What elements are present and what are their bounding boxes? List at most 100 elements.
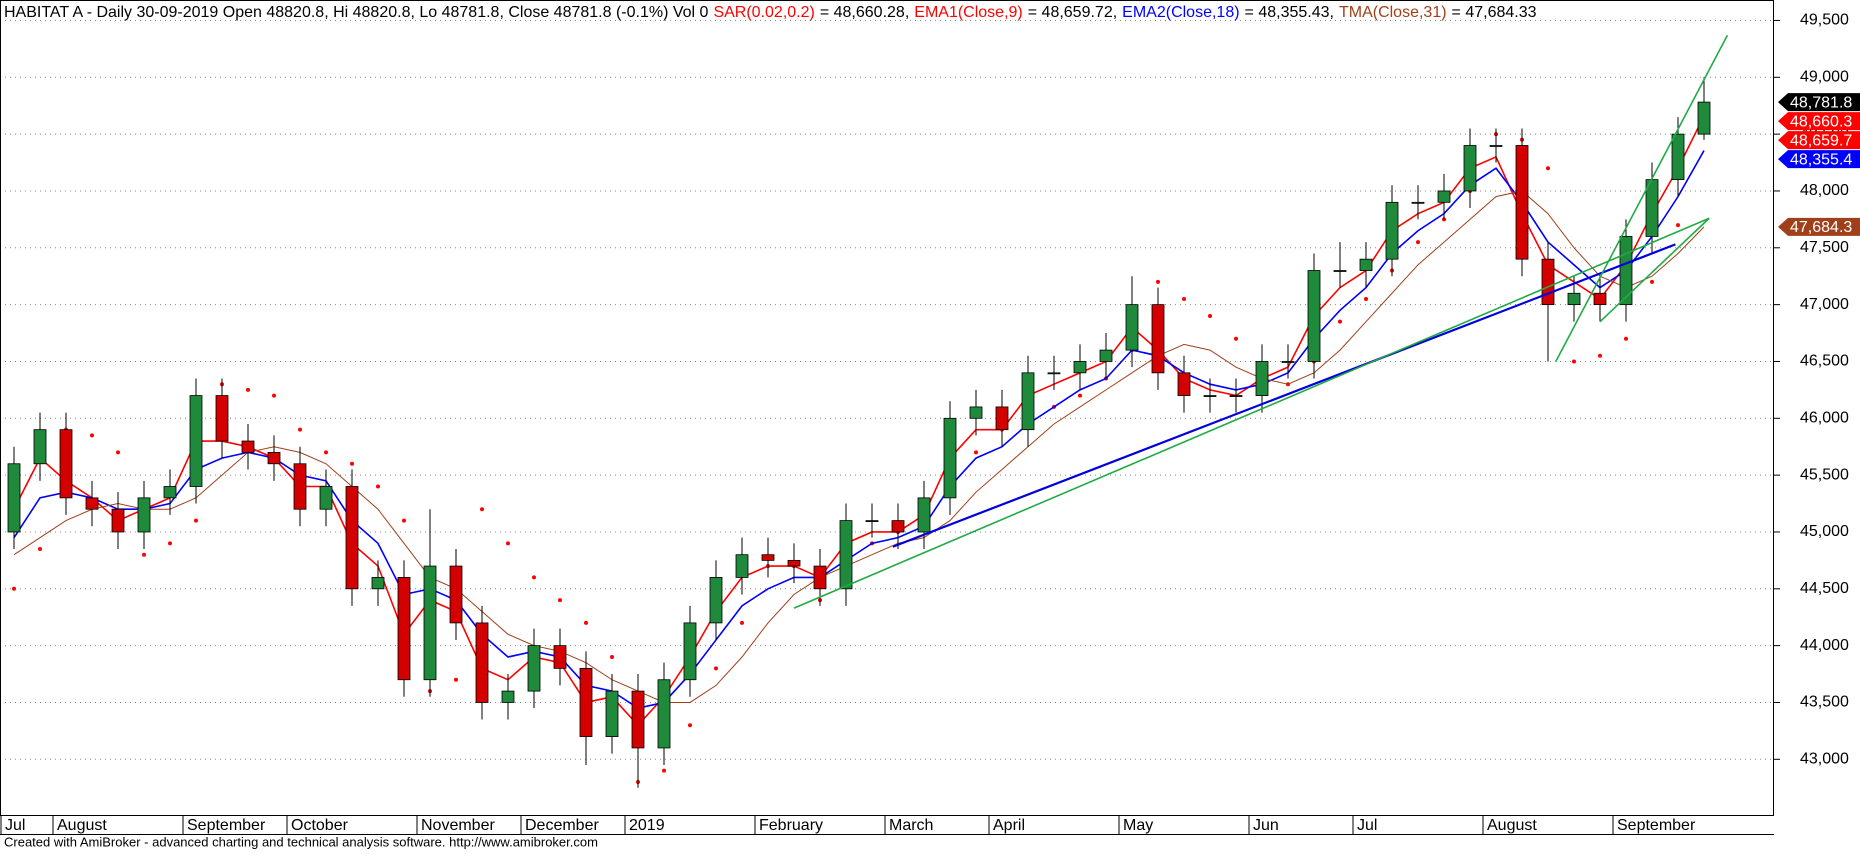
sar-dot xyxy=(1078,393,1082,398)
y-tick-label: 44,000 xyxy=(1800,637,1849,654)
x-tick-label: Jul xyxy=(5,817,25,834)
candle-body xyxy=(137,497,151,533)
candle-body xyxy=(527,645,541,692)
sar-dot xyxy=(194,518,198,523)
y-tick-label: 49,000 xyxy=(1800,69,1849,86)
sar-dot xyxy=(324,450,328,455)
candle-body xyxy=(1281,361,1295,363)
x-tick-label: Jul xyxy=(1357,817,1377,834)
sar-dot xyxy=(740,620,744,625)
candle-body xyxy=(1073,361,1087,374)
price-tag xyxy=(1778,112,1860,131)
candle-body xyxy=(1619,236,1633,306)
header-indicator-value: = 48,355.43, xyxy=(1245,4,1334,21)
price-tag-label: 48,355.4 xyxy=(1790,151,1852,168)
x-tick-label: November xyxy=(421,817,495,834)
candle-body xyxy=(1593,292,1607,306)
trendline xyxy=(1599,217,1710,323)
candle-body xyxy=(1177,372,1191,396)
candle-body xyxy=(657,679,671,749)
candle-body xyxy=(33,429,47,465)
header-indicator-name: TMA(Close,31) xyxy=(1339,4,1447,21)
candle-body xyxy=(423,565,437,681)
candle-body xyxy=(7,463,21,533)
y-tick-label: 46,000 xyxy=(1800,410,1849,427)
sar-dot xyxy=(38,547,42,552)
candle-body xyxy=(241,440,255,453)
trendlines xyxy=(793,34,1729,609)
candle-body xyxy=(891,520,905,533)
sar-dot xyxy=(1546,166,1550,171)
sar-dot xyxy=(1676,223,1680,228)
candle-body xyxy=(1437,190,1451,203)
candle-body xyxy=(969,406,983,419)
candle-body xyxy=(1463,145,1477,192)
candle-body xyxy=(917,497,931,533)
candle-body xyxy=(215,395,229,442)
x-tick-label: August xyxy=(1487,817,1537,834)
y-tick-label: 43,500 xyxy=(1800,694,1849,711)
x-tick-label: Jun xyxy=(1253,817,1279,834)
candle-body xyxy=(1047,372,1061,375)
sar-dot xyxy=(1650,279,1654,284)
header-indicator-name: EMA1(Close,9) xyxy=(914,4,1022,21)
candle-body xyxy=(1515,145,1529,260)
candle-body xyxy=(943,417,957,499)
header-indicator-name: SAR(0.02,0.2) xyxy=(713,4,814,21)
candle-body xyxy=(85,497,99,510)
y-tick-label: 45,000 xyxy=(1800,523,1849,540)
indicator-line xyxy=(13,190,1705,703)
candle-body xyxy=(553,645,567,669)
sar-dot xyxy=(1208,313,1212,318)
sar-dot xyxy=(402,518,406,523)
candle-body xyxy=(683,622,697,681)
candle-body xyxy=(111,508,125,533)
y-tick-label: 48,000 xyxy=(1800,182,1849,199)
y-tick-label: 43,000 xyxy=(1800,751,1849,768)
sar-dot xyxy=(1338,319,1342,324)
candle-body xyxy=(1333,270,1347,272)
candle-body xyxy=(605,690,619,737)
sar-dot xyxy=(1364,296,1368,301)
candle-body xyxy=(709,577,723,624)
candle-body xyxy=(761,554,775,561)
x-tick-label: April xyxy=(993,817,1025,834)
sar-dot xyxy=(1572,359,1576,364)
x-tick-label: August xyxy=(57,817,107,834)
sar-dot xyxy=(1182,296,1186,301)
candle-body xyxy=(501,690,515,703)
x-tick-label: May xyxy=(1123,817,1153,834)
candle-body xyxy=(1255,361,1269,396)
sar-dot xyxy=(168,541,172,546)
candle-body xyxy=(865,520,879,522)
price-tag xyxy=(1778,93,1860,112)
sar-dot xyxy=(1624,336,1628,341)
plot-border xyxy=(0,0,1774,816)
sar-dot xyxy=(272,393,276,398)
y-tick-label: 44,500 xyxy=(1800,580,1849,597)
candle-body xyxy=(1489,145,1503,147)
candle-body xyxy=(1307,270,1321,362)
sar-dot xyxy=(12,586,16,591)
candle-body xyxy=(319,486,333,510)
candle-body xyxy=(1125,304,1139,351)
sar-dot xyxy=(584,620,588,625)
y-tick-label: 46,500 xyxy=(1800,353,1849,370)
x-tick-label: October xyxy=(291,817,349,834)
price-tag-label: 48,659.7 xyxy=(1790,132,1852,149)
y-tick-label: 45,500 xyxy=(1800,466,1849,483)
candle-body xyxy=(345,486,359,590)
candle-body xyxy=(995,406,1009,431)
footer: Created with AmiBroker - advanced charti… xyxy=(4,834,598,849)
chart-header: HABITAT A - Daily 30-09-2019 Open 48820.… xyxy=(4,4,1537,21)
sar-dot xyxy=(480,507,484,512)
x-tick-label: February xyxy=(759,817,823,834)
trendline xyxy=(1555,34,1729,362)
candle-body xyxy=(1203,395,1217,397)
sar-dot xyxy=(1598,353,1602,358)
sar-dot xyxy=(1234,336,1238,341)
sar-dot xyxy=(532,575,536,580)
x-tick-label: September xyxy=(187,817,266,834)
header-indicator-name: EMA2(Close,18) xyxy=(1122,4,1239,21)
